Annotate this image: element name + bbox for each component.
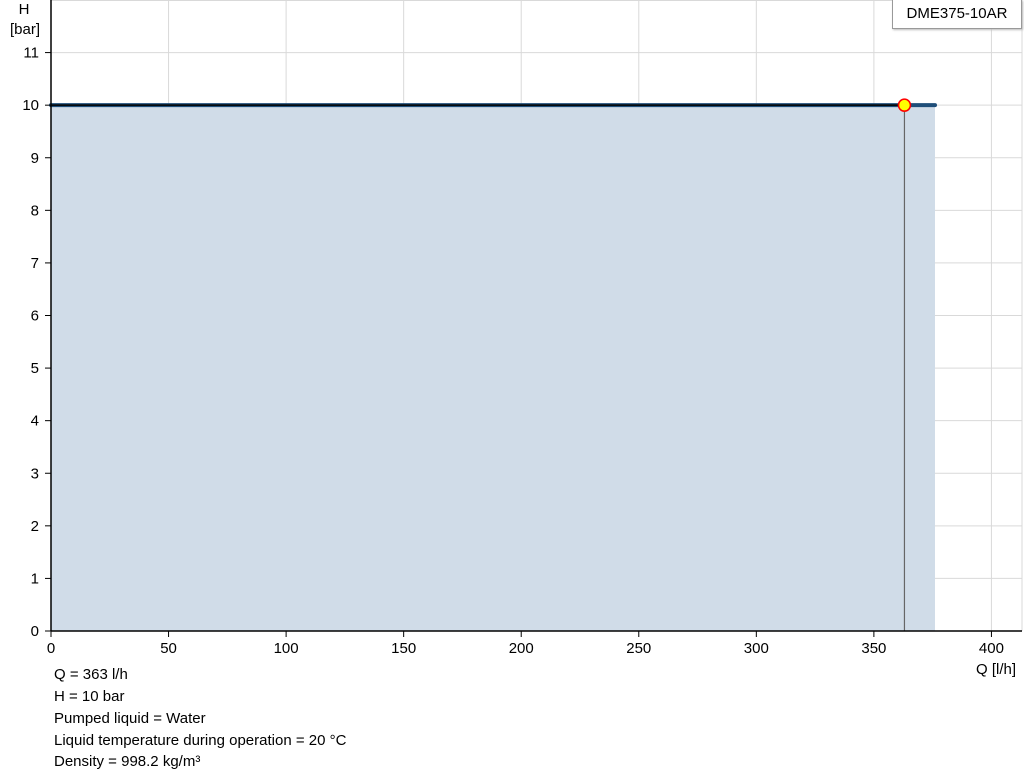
y-tick-label: 5: [31, 360, 39, 377]
info-flow: Q = 363 l/h: [54, 666, 128, 683]
y-axis-label: H: [19, 1, 30, 18]
x-axis-label: Q [l/h]: [976, 661, 1016, 678]
y-tick-label: 7: [31, 255, 39, 272]
x-tick-label: 0: [47, 640, 55, 657]
info-head: H = 10 bar: [54, 688, 125, 705]
curve-area: [51, 105, 936, 631]
y-tick-label: 4: [31, 413, 39, 430]
duty-point: [897, 98, 912, 112]
legend-series: DME375-10AR: [892, 0, 1022, 29]
x-tick-label: 250: [626, 640, 651, 657]
x-tick-label: 50: [160, 640, 177, 657]
x-tick-label: 200: [509, 640, 534, 657]
y-axis-unit: [bar]: [10, 21, 40, 38]
y-tick-label: 1: [31, 570, 39, 587]
y-tick-label: 0: [31, 623, 39, 640]
x-tick-label: 350: [861, 640, 886, 657]
y-tick-label: 9: [31, 150, 39, 167]
info-density: Density = 998.2 kg/m³: [54, 753, 201, 770]
y-tick-label: 3: [31, 465, 39, 482]
y-tick-label: 6: [31, 308, 39, 325]
y-tick-label: 10: [22, 97, 39, 114]
x-tick-label: 400: [979, 640, 1004, 657]
y-tick-label: 8: [31, 202, 39, 219]
x-tick-label: 100: [274, 640, 299, 657]
info-temperature: Liquid temperature during operation = 20…: [54, 732, 347, 749]
info-liquid: Pumped liquid = Water: [54, 710, 206, 727]
y-tick-label: 11: [23, 45, 39, 62]
y-tick-label: 2: [31, 518, 39, 535]
x-tick-label: 150: [391, 640, 416, 657]
x-tick-label: 300: [744, 640, 769, 657]
